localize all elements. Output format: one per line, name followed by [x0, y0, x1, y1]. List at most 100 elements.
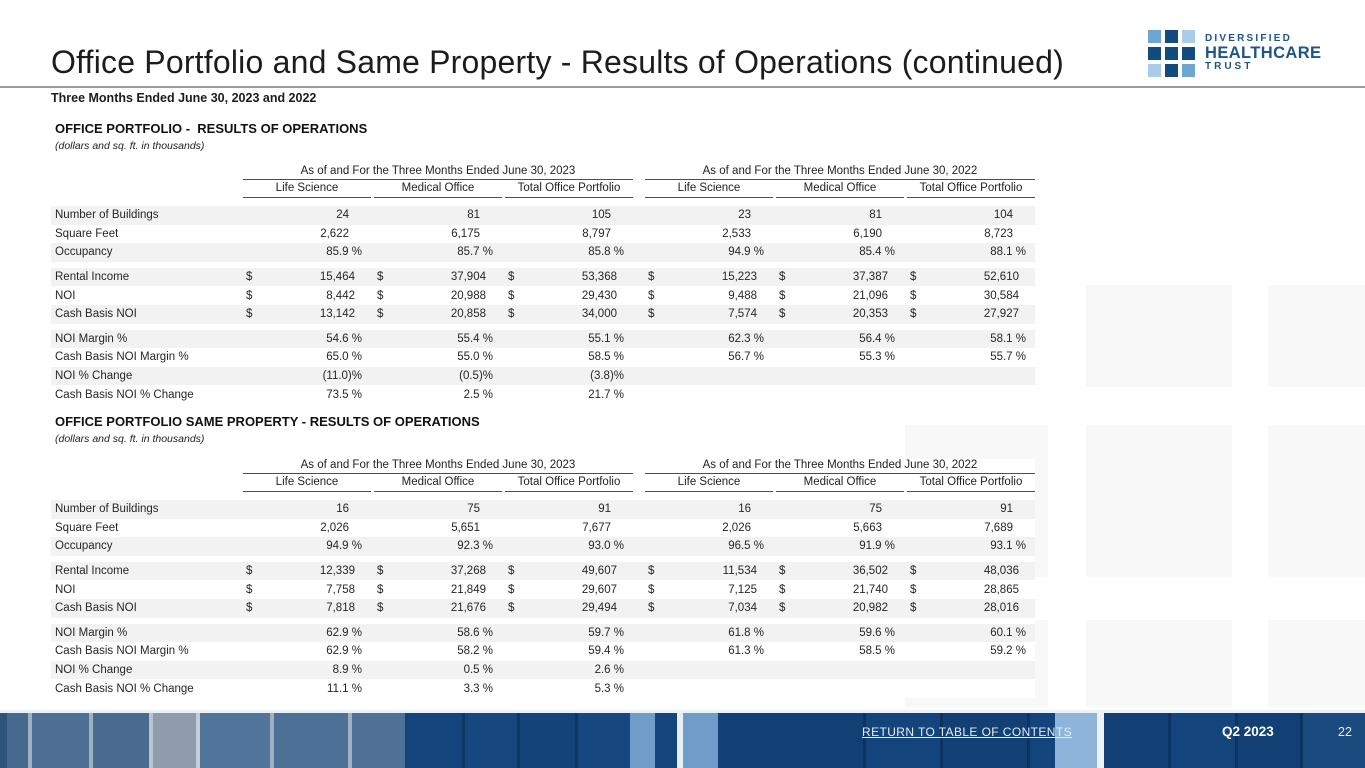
table-cell: 2,533	[645, 228, 773, 240]
table-cell: $15,464	[243, 271, 371, 283]
column-header: Life Science	[645, 180, 773, 198]
cell-value: 81	[467, 209, 480, 222]
table-row: Occupancy 85.9 % 85.7 % 85.8 % 94.9 % 85.4 % 8…	[51, 243, 1035, 262]
table-cell: 85.7 %	[374, 246, 502, 258]
dollar-sign: $	[779, 602, 786, 615]
dollar-sign: $	[508, 289, 515, 302]
cell-value: 20,982	[852, 602, 888, 615]
cell-value: 59.2 %	[990, 645, 1026, 658]
cell-value: 94.9 %	[326, 540, 362, 553]
column-header: Total Office Portfolio	[505, 474, 633, 492]
dollar-sign: $	[648, 565, 655, 578]
table-cell: 2,026	[645, 522, 773, 534]
row-label: Cash Basis NOI Margin %	[55, 351, 189, 364]
table-cell: 92.3 %	[374, 540, 502, 552]
table-cell: 59.7 %	[505, 627, 633, 639]
table-cell: 54.6 %	[243, 333, 371, 345]
dollar-sign: $	[910, 308, 917, 321]
table-body: Number of Buildings 16 75 91 16 75 91 Square Fe…	[51, 500, 1035, 698]
cell-value: 62.3 %	[728, 332, 764, 345]
table-row: Occupancy 94.9 % 92.3 % 93.0 % 96.5 % 91.9 % 9…	[51, 537, 1035, 556]
table-row: Cash Basis NOI % Change 11.1 % 3.3 % 5.3 %	[51, 679, 1035, 698]
cell-value: 55.1 %	[588, 332, 624, 345]
cell-value: 2,622	[320, 227, 349, 240]
table-cell: $8,442	[243, 290, 371, 302]
logo-grid-icon	[1148, 30, 1195, 77]
table-cell: 16	[645, 503, 773, 515]
table-cell: 7,677	[505, 522, 633, 534]
row-label: Occupancy	[55, 540, 113, 553]
table-cell: 55.4 %	[374, 333, 502, 345]
row-label: NOI	[55, 289, 76, 302]
table-cell: 55.3 %	[776, 351, 904, 363]
table-cell: 85.8 %	[505, 246, 633, 258]
cell-value: 20,353	[852, 308, 888, 321]
row-label: Cash Basis NOI Margin %	[55, 645, 189, 658]
cell-value: 73.5 %	[326, 388, 362, 401]
cell-value: 5,651	[451, 521, 480, 534]
cell-value: 85.4 %	[859, 246, 895, 259]
cell-value: 104	[993, 209, 1013, 222]
row-label: Occupancy	[55, 246, 113, 259]
cell-value: 65.0 %	[326, 351, 362, 364]
cell-value: 59.6 %	[859, 626, 895, 639]
table-cell: 2.6 %	[505, 664, 633, 676]
column-header: Medical Office	[374, 180, 502, 198]
cell-value: 55.7 %	[990, 351, 1026, 364]
table-cell: 65.0 %	[243, 351, 371, 363]
cell-value: 54.6 %	[326, 332, 362, 345]
cell-value: 23	[738, 209, 751, 222]
row-label: Cash Basis NOI	[55, 602, 137, 615]
dollar-sign: $	[779, 308, 786, 321]
cell-value: 93.0 %	[588, 540, 624, 553]
period-group-title: As of and For the Three Months Ended Jun…	[243, 459, 633, 474]
column-header: Medical Office	[374, 474, 502, 492]
table-cell: 96.5 %	[645, 540, 773, 552]
cell-value: 21.7 %	[588, 388, 624, 401]
table-row: Square Feet 2,026 5,651 7,677 2,026 5,663 7,68…	[51, 519, 1035, 538]
column-header: Life Science	[243, 180, 371, 198]
table-cell: 6,175	[374, 228, 502, 240]
cell-value: 28,016	[983, 602, 1019, 615]
cell-value: 7,034	[728, 602, 757, 615]
period-group-title: As of and For the Three Months Ended Jun…	[243, 165, 633, 180]
page-number: 22	[1338, 725, 1352, 739]
dollar-sign: $	[648, 308, 655, 321]
cell-value: 49,607	[581, 565, 617, 578]
table-cell: (3.8)%	[505, 370, 633, 382]
cell-value: 11,534	[722, 565, 757, 578]
table-cell: 94.9 %	[645, 246, 773, 258]
return-to-toc-link[interactable]: RETURN TO TABLE OF CONTENTS	[862, 725, 1072, 739]
facade-window-pane	[89, 713, 93, 768]
section-note: (dollars and sq. ft. in thousands)	[55, 140, 205, 152]
table-cell: $13,142	[243, 308, 371, 320]
table-cell: 91	[907, 503, 1035, 515]
facade-window-pane	[270, 713, 274, 768]
table-cell: 7,689	[907, 522, 1035, 534]
table-row: Cash Basis NOI % Change 73.5 % 2.5 % 21.7 %	[51, 385, 1035, 404]
table-cell: $20,353	[776, 308, 904, 320]
facade-window-pane	[462, 713, 465, 768]
cell-value: 12,339	[319, 565, 355, 578]
cell-value: 61.8 %	[728, 626, 764, 639]
cell-value: 11.1 %	[327, 682, 362, 695]
cell-value: 6,190	[853, 227, 882, 240]
table-cell: 91	[505, 503, 633, 515]
table-cell: 3.3 %	[374, 683, 502, 695]
cell-value: 29,607	[581, 583, 617, 596]
table-row: NOI % Change 8.9 % 0.5 % 2.6 %	[51, 660, 1035, 680]
table-row: Rental Income $12,339 $37,268 $49,607 $11,53…	[51, 561, 1035, 581]
cell-value: 37,268	[450, 565, 486, 578]
table-cell: $53,368	[505, 271, 633, 283]
table-cell: (0.5)%	[374, 370, 502, 382]
facade-window-pane	[517, 713, 520, 768]
facade-window-pane	[153, 713, 196, 768]
table-cell: 61.3 %	[645, 645, 773, 657]
cell-value: 88.1 %	[990, 246, 1026, 259]
table-cell: 8,797	[505, 228, 633, 240]
table-cell: 2,026	[243, 522, 371, 534]
table-cell: 94.9 %	[243, 540, 371, 552]
cell-value: 7,818	[326, 602, 355, 615]
table-cell: 5,663	[776, 522, 904, 534]
dollar-sign: $	[508, 565, 515, 578]
